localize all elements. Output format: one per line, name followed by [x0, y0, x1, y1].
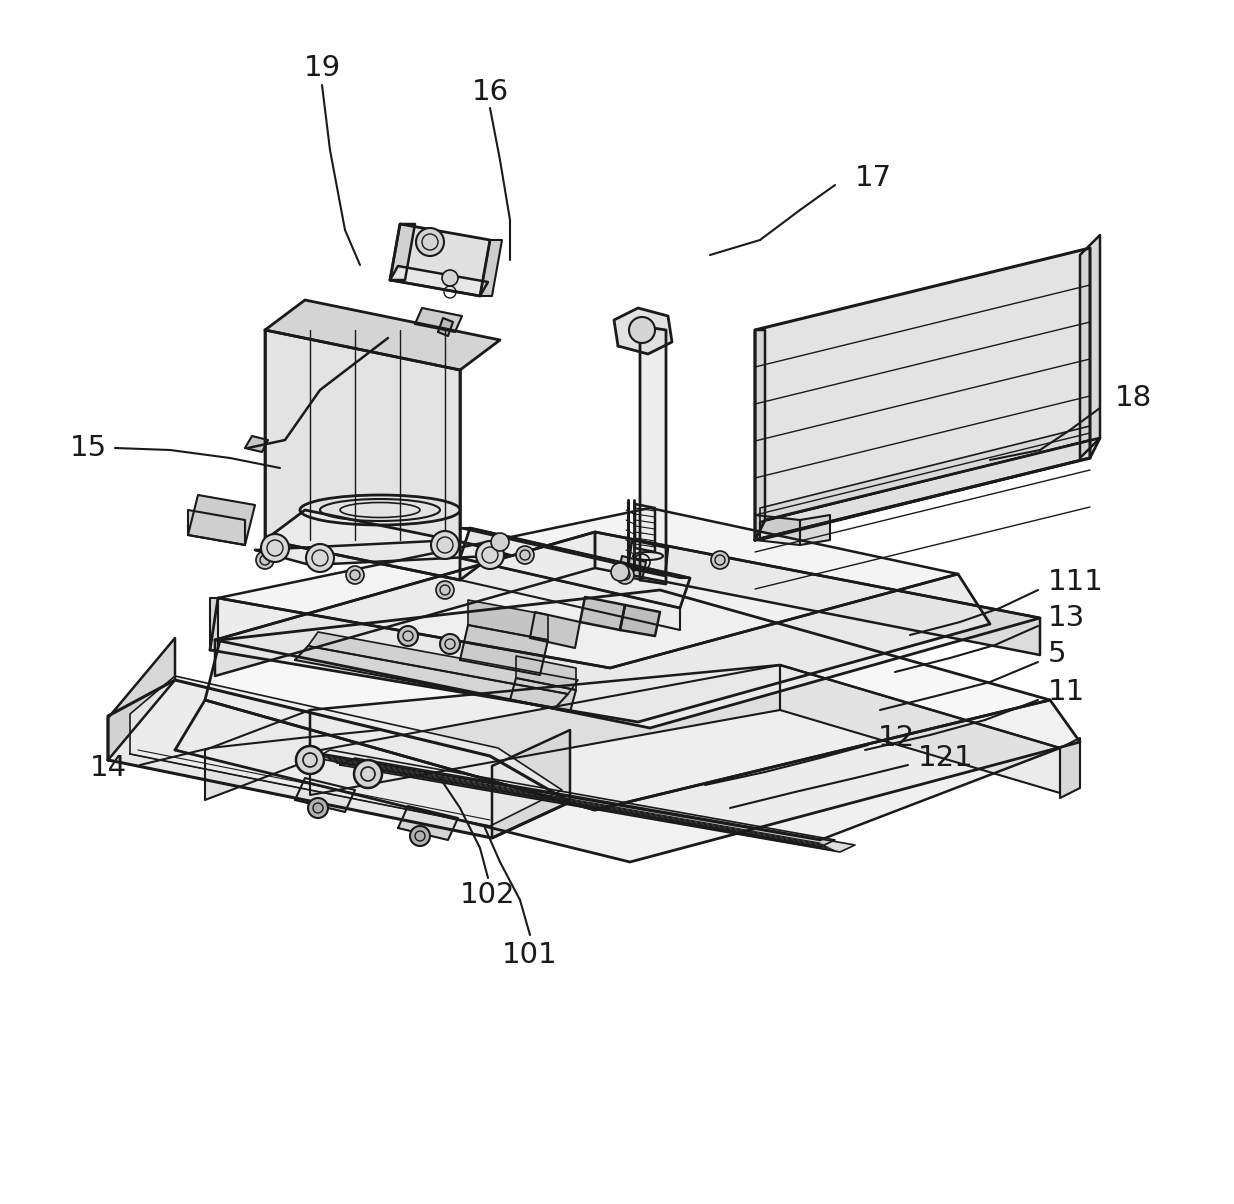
Circle shape	[296, 746, 325, 774]
Text: 16: 16	[471, 78, 508, 106]
Circle shape	[616, 566, 634, 584]
Circle shape	[711, 551, 729, 569]
Text: 111: 111	[1048, 568, 1104, 596]
Polygon shape	[755, 515, 800, 545]
Polygon shape	[460, 625, 548, 675]
Text: 102: 102	[460, 881, 516, 909]
Polygon shape	[480, 240, 502, 296]
Polygon shape	[215, 532, 595, 675]
Text: 121: 121	[918, 744, 974, 772]
Polygon shape	[468, 600, 548, 641]
Circle shape	[306, 544, 334, 572]
Polygon shape	[1060, 738, 1080, 798]
Polygon shape	[310, 665, 780, 795]
Polygon shape	[210, 598, 218, 650]
Polygon shape	[755, 330, 765, 541]
Polygon shape	[800, 515, 830, 545]
Circle shape	[308, 798, 328, 818]
Polygon shape	[399, 805, 458, 840]
Polygon shape	[529, 612, 580, 648]
Text: 18: 18	[1116, 384, 1153, 412]
Circle shape	[611, 563, 629, 582]
Circle shape	[629, 317, 655, 343]
Polygon shape	[188, 510, 246, 545]
Circle shape	[255, 551, 274, 569]
Polygon shape	[295, 778, 355, 811]
Polygon shape	[390, 224, 490, 296]
Polygon shape	[415, 308, 462, 332]
Polygon shape	[580, 597, 624, 630]
Text: 13: 13	[1048, 604, 1085, 632]
Polygon shape	[210, 574, 990, 722]
Polygon shape	[255, 541, 510, 565]
Polygon shape	[628, 541, 668, 576]
Text: 11: 11	[1048, 678, 1085, 706]
Polygon shape	[460, 557, 680, 630]
Polygon shape	[341, 759, 855, 852]
Circle shape	[354, 760, 383, 787]
Circle shape	[516, 545, 534, 563]
Text: 19: 19	[304, 54, 341, 82]
Polygon shape	[755, 248, 1090, 541]
Polygon shape	[516, 656, 576, 690]
Polygon shape	[205, 590, 1050, 810]
Circle shape	[442, 270, 458, 287]
Polygon shape	[246, 436, 268, 452]
Polygon shape	[265, 510, 500, 580]
Polygon shape	[619, 604, 660, 636]
Polygon shape	[295, 647, 568, 708]
Text: 14: 14	[89, 754, 127, 783]
Polygon shape	[390, 266, 487, 296]
Polygon shape	[760, 426, 1090, 523]
Polygon shape	[265, 330, 460, 580]
Polygon shape	[460, 529, 690, 608]
Circle shape	[476, 541, 503, 569]
Polygon shape	[1080, 235, 1099, 458]
Polygon shape	[390, 224, 415, 281]
Polygon shape	[615, 308, 673, 354]
Circle shape	[491, 533, 508, 551]
Polygon shape	[130, 675, 561, 826]
Polygon shape	[205, 710, 310, 799]
Polygon shape	[215, 532, 1040, 728]
Polygon shape	[636, 504, 655, 551]
Text: 101: 101	[502, 942, 558, 969]
Text: 17: 17	[855, 164, 892, 191]
Text: 12: 12	[879, 724, 916, 752]
Polygon shape	[460, 529, 690, 578]
Circle shape	[346, 566, 364, 584]
Polygon shape	[780, 665, 1060, 793]
Polygon shape	[218, 508, 958, 668]
Polygon shape	[595, 532, 1040, 655]
Polygon shape	[109, 638, 175, 760]
Circle shape	[262, 535, 289, 562]
Circle shape	[431, 531, 459, 559]
Circle shape	[436, 582, 454, 600]
Polygon shape	[265, 300, 500, 370]
Polygon shape	[109, 680, 570, 838]
Circle shape	[410, 826, 429, 846]
Polygon shape	[308, 632, 578, 694]
Text: 15: 15	[69, 433, 106, 462]
Circle shape	[441, 635, 460, 654]
Polygon shape	[310, 665, 1060, 840]
Polygon shape	[492, 730, 570, 838]
Polygon shape	[618, 556, 647, 580]
Polygon shape	[438, 318, 453, 336]
Polygon shape	[640, 326, 666, 584]
Circle shape	[399, 626, 418, 647]
Polygon shape	[760, 439, 1090, 541]
Polygon shape	[755, 438, 1099, 541]
Polygon shape	[175, 700, 1080, 862]
Text: 5: 5	[1048, 641, 1066, 668]
Polygon shape	[510, 678, 576, 712]
Polygon shape	[315, 750, 835, 846]
Circle shape	[416, 228, 444, 256]
Polygon shape	[188, 495, 255, 545]
